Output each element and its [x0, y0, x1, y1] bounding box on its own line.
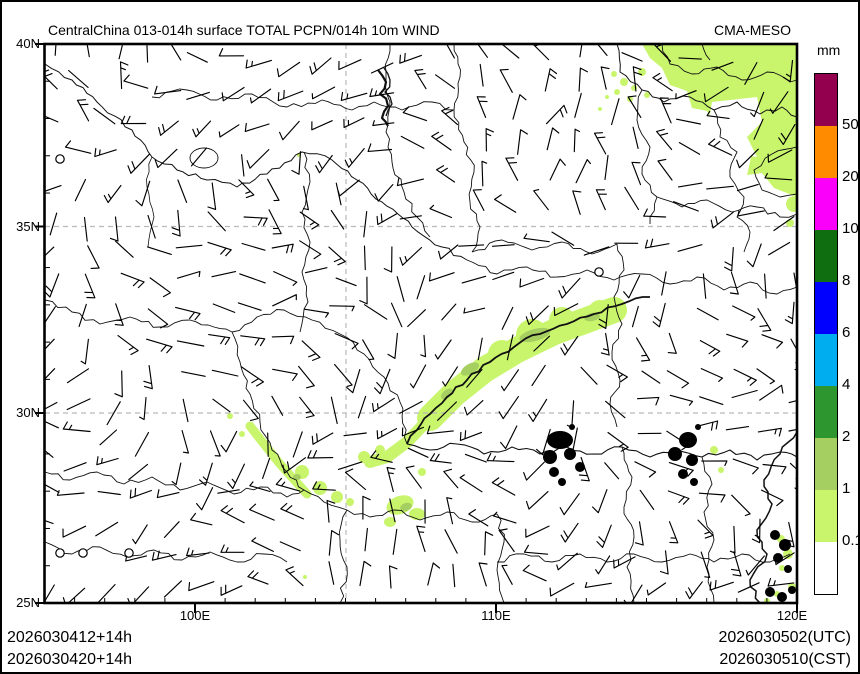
- province-boundaries: [44, 44, 797, 603]
- valid-time-cst: 2026030510(CST): [719, 651, 851, 668]
- y-axis-label: 25N: [16, 595, 40, 610]
- colorbar-swatch: [815, 282, 837, 334]
- valid-time-utc: 2026030502(UTC): [718, 629, 851, 646]
- dashed-gridlines: [45, 44, 797, 603]
- colorbar-level-label: 50: [842, 116, 859, 133]
- colorbar-level-label: 6: [842, 324, 851, 341]
- colorbar-swatch: [815, 126, 837, 178]
- x-axis-label: 110E: [481, 608, 511, 623]
- colorbar-unit: mm: [817, 42, 841, 58]
- valid-time-labels: 2026030502(UTC) 2026030510(CST): [718, 627, 851, 671]
- y-axis-label: 35N: [16, 218, 40, 234]
- y-axis-label: 40N: [16, 36, 40, 51]
- colorbar-level-label: 10: [842, 220, 859, 237]
- colorbar-swatch: [815, 438, 837, 490]
- colorbar-level-label: 8: [842, 272, 851, 289]
- colorbar-swatch: [815, 490, 837, 542]
- wind-barbs: [44, 44, 797, 603]
- colorbar-level-label: 1: [842, 480, 851, 497]
- precip-colorbar: [814, 73, 838, 595]
- calm-wind-circles: [55, 154, 604, 558]
- colorbar-swatch: [815, 178, 837, 230]
- colorbar-level-label: 4: [842, 376, 851, 393]
- lakes: [543, 424, 796, 602]
- colorbar-swatch: [815, 334, 837, 386]
- colorbar-level-label: 20: [842, 168, 859, 185]
- y-axis-label: 30N: [16, 405, 40, 420]
- axis-ticks: [35, 43, 798, 613]
- colorbar-level-label: 2: [842, 428, 851, 445]
- x-axis-label: 100E: [179, 608, 211, 623]
- model-name: CMA-MESO: [714, 22, 791, 38]
- x-axis-label: 120E: [776, 608, 808, 623]
- colorbar-swatch: [815, 542, 837, 594]
- colorbar-swatch: [815, 230, 837, 282]
- colorbar-level-label: 0.1: [842, 532, 858, 549]
- map-frame: [43, 42, 799, 605]
- run-time-cst: 2026030420+14h: [7, 651, 133, 668]
- precipitation-shading: [227, 44, 797, 603]
- run-time-labels: 2026030412+14h 2026030420+14h: [7, 627, 132, 671]
- run-time-utc: 2026030412+14h: [7, 629, 133, 646]
- colorbar-swatch: [815, 74, 837, 126]
- map-title: CentralChina 013-014h surface TOTAL PCPN…: [48, 22, 440, 38]
- colorbar-swatch: [815, 386, 837, 438]
